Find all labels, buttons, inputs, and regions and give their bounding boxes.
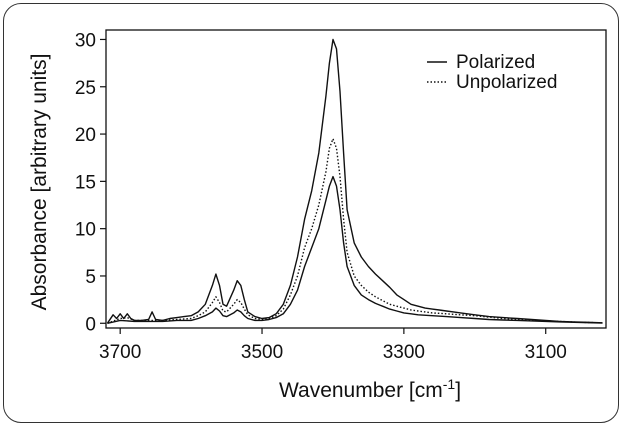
legend-label-polarized: Polarized bbox=[456, 52, 535, 73]
y-tick-label-10: 10 bbox=[75, 220, 96, 241]
series-line-lower-2 bbox=[107, 175, 603, 324]
x-tick-label-3300: 3300 bbox=[383, 342, 425, 363]
y-tick-label-15: 15 bbox=[75, 172, 96, 193]
series-line-polarized bbox=[106, 38, 603, 324]
x-tick-label-3500: 3500 bbox=[241, 342, 283, 363]
y-tick-label-5: 5 bbox=[85, 267, 96, 288]
plot-area bbox=[105, 29, 607, 329]
legend-label-unpolarized: Unpolarized bbox=[456, 72, 557, 93]
x-tick-label-3700: 3700 bbox=[99, 342, 141, 363]
x-axis-ticks: 3700 3500 3300 3100 bbox=[99, 328, 567, 363]
y-tick-label-0: 0 bbox=[85, 314, 96, 335]
series-layer bbox=[106, 38, 603, 324]
y-axis-label: Absorbance [arbitrary units] bbox=[28, 54, 51, 311]
y-axis-ticks: 0 5 10 15 20 25 30 bbox=[75, 30, 106, 335]
absorbance-chart: 3700 3500 3300 3100 0 5 10 15 20 25 30 Wavenumber… bbox=[28, 29, 607, 402]
x-axis-label: Wavenumber [cm-1] bbox=[279, 376, 461, 402]
y-tick-label-20: 20 bbox=[75, 125, 96, 146]
y-tick-label-30: 30 bbox=[75, 30, 96, 51]
y-tick-label-25: 25 bbox=[75, 78, 96, 99]
legend: Polarized Unpolarized bbox=[427, 52, 557, 93]
x-tick-label-3100: 3100 bbox=[525, 342, 567, 363]
series-line-unpolarized bbox=[107, 138, 603, 324]
